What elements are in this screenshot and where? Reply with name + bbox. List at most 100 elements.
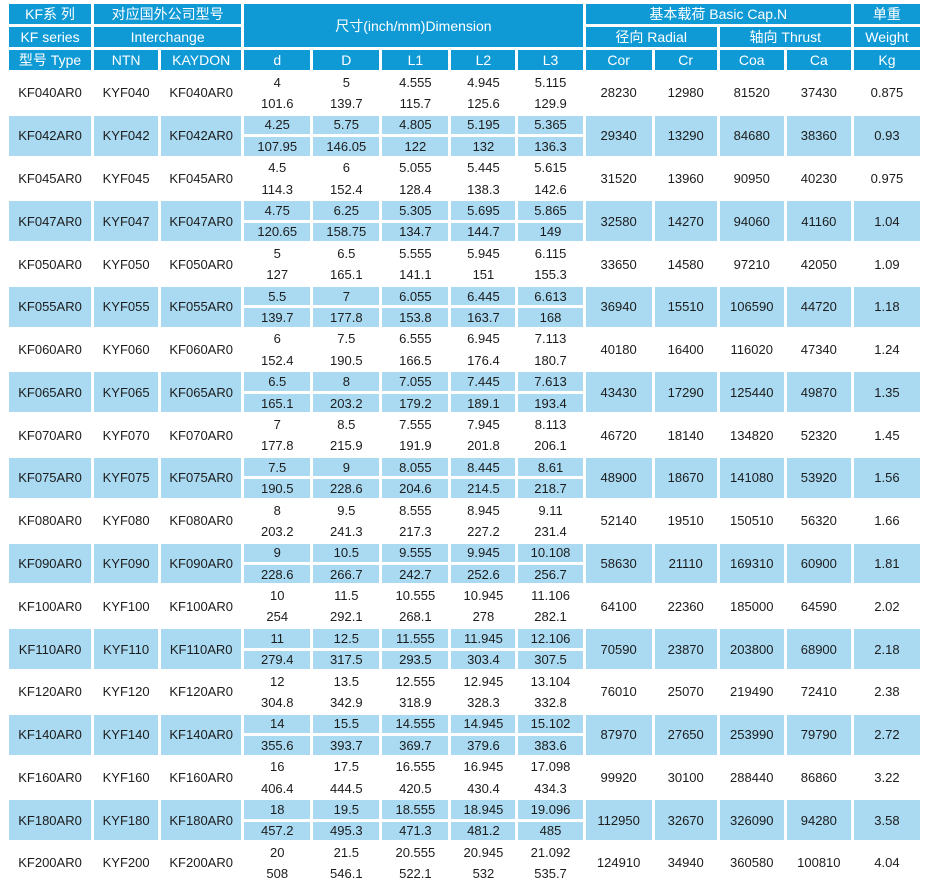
cell-L2-mm: 278 bbox=[472, 609, 495, 625]
cell-L1-mm: 134.7 bbox=[382, 222, 449, 242]
cell-coa: 288440 bbox=[730, 769, 774, 785]
spec-row-mm: 139.7 177.8 153.8 163.7 168 bbox=[9, 308, 920, 327]
cell-d-mm: 177.8 bbox=[260, 438, 294, 454]
cell-L1-mm: 204.6 bbox=[382, 479, 449, 498]
cell-ca: 56320 bbox=[800, 513, 837, 529]
cell-ntn: KYF090 bbox=[94, 543, 159, 584]
cell-kg: 1.24 bbox=[874, 342, 900, 358]
cell-cor: 32580 bbox=[585, 201, 652, 242]
cell-type: KF140AR0 bbox=[9, 714, 92, 755]
cell-L2-mm: 144.7 bbox=[451, 222, 516, 242]
cell-ca: 64590 bbox=[800, 598, 837, 614]
cell-ntn: KYF065 bbox=[94, 372, 159, 413]
cell-d-mm: 120.65 bbox=[244, 222, 311, 242]
cell-L2-mm: 303.4 bbox=[451, 650, 516, 669]
spec-row-inch: KF075AR0 KYF075 KF075AR0 7.5 9 8.055 8.445 8.61… bbox=[9, 458, 920, 498]
cell-D-mm: 190.5 bbox=[330, 352, 363, 368]
cell-type: KF110AR0 bbox=[9, 629, 92, 669]
cell-d-mm: 355.6 bbox=[244, 736, 311, 755]
cell-d-mm: 304.8 bbox=[260, 695, 294, 711]
cell-L3-inch: 12.106 bbox=[518, 629, 583, 648]
cell-type: KF040AR0 bbox=[18, 85, 82, 101]
cell-L1-mm: 166.5 bbox=[399, 352, 432, 368]
cell-ntn: KYF047 bbox=[94, 201, 159, 242]
cell-L3-mm: 535.7 bbox=[534, 866, 567, 882]
cell-coa: 169310 bbox=[719, 543, 784, 584]
cell-d-inch: 8 bbox=[273, 502, 281, 518]
spec-row-mm: 406.4 444.5 420.5 430.4 434.3 bbox=[9, 779, 920, 797]
cell-ca: 52320 bbox=[800, 427, 837, 443]
cell-L3-inch: 19.096 bbox=[518, 800, 583, 819]
cell-ca: 68900 bbox=[786, 629, 851, 669]
cell-L2-inch: 8.445 bbox=[451, 458, 516, 477]
cell-cr: 19510 bbox=[667, 513, 704, 529]
header-radial: 径向 Radial bbox=[585, 27, 717, 47]
header-interchange-cn: 对应国外公司型号 bbox=[94, 4, 242, 24]
cell-cor: 36940 bbox=[585, 286, 652, 327]
cell-cr: 13960 bbox=[667, 170, 704, 186]
cell-ntn: KYF160 bbox=[102, 769, 150, 785]
cell-cor: 87970 bbox=[585, 714, 652, 755]
cell-D-inch: 9 bbox=[313, 458, 380, 477]
cell-L1-inch: 7.555 bbox=[399, 416, 432, 432]
cell-L2-mm: 430.4 bbox=[467, 780, 500, 796]
cell-ntn: KYF070 bbox=[102, 427, 150, 443]
cell-d-mm: 190.5 bbox=[244, 479, 311, 498]
cell-cr: 22360 bbox=[667, 598, 704, 614]
cell-type: KF080AR0 bbox=[18, 513, 82, 529]
cell-L2-mm: 214.5 bbox=[451, 479, 516, 498]
cell-d-mm: 101.6 bbox=[260, 96, 294, 112]
spec-row-inch: KF080AR0 KYF080 KF080AR0 8 9.5 8.555 8.945 9.11… bbox=[9, 501, 920, 529]
header-thrust: 轴向 Thrust bbox=[719, 27, 851, 47]
header-weight-en: Weight bbox=[853, 27, 920, 47]
cell-L1-mm: 115.7 bbox=[399, 96, 432, 112]
cell-ntn: KYF080 bbox=[102, 513, 150, 529]
cell-ntn: KYF180 bbox=[94, 800, 159, 841]
cell-L2-mm: 379.6 bbox=[451, 736, 516, 755]
cell-L3-inch: 5.615 bbox=[534, 160, 567, 176]
cell-cr: 12980 bbox=[667, 85, 704, 101]
cell-d-mm: 139.7 bbox=[244, 308, 311, 327]
cell-ntn: KYF050 bbox=[102, 256, 150, 272]
cell-L3-inch: 7.113 bbox=[534, 331, 567, 347]
cell-L3-mm: 218.7 bbox=[518, 479, 583, 498]
cell-type: KF160AR0 bbox=[18, 769, 82, 785]
cell-cr: 13290 bbox=[654, 115, 717, 156]
cell-cr: 14580 bbox=[667, 256, 704, 272]
cell-L1-mm: 268.1 bbox=[399, 609, 432, 625]
cell-cor: 46720 bbox=[600, 427, 637, 443]
cell-d-mm: 114.3 bbox=[261, 181, 294, 197]
cell-kg: 0.875 bbox=[870, 85, 904, 101]
cell-L2-inch: 5.195 bbox=[451, 115, 516, 135]
cell-D-mm: 266.7 bbox=[313, 564, 380, 584]
cell-kaydon: KF065AR0 bbox=[161, 372, 242, 413]
cell-kg: 1.66 bbox=[874, 513, 900, 529]
cell-L3-mm: 149 bbox=[518, 222, 583, 242]
cell-kg: 1.35 bbox=[853, 372, 920, 413]
cell-L1-inch: 4.555 bbox=[399, 74, 432, 90]
cell-ca: 38360 bbox=[786, 115, 851, 156]
cell-L3-inch: 21.092 bbox=[530, 844, 571, 860]
header-col-type: 型号 Type bbox=[9, 50, 92, 70]
cell-D-inch: 12.5 bbox=[313, 629, 380, 648]
cell-d-inch: 11 bbox=[244, 629, 311, 648]
cell-L2-mm: 227.2 bbox=[467, 523, 500, 539]
cell-kg: 2.72 bbox=[853, 714, 920, 755]
cell-D-mm: 146.05 bbox=[313, 137, 380, 156]
cell-kg: 1.56 bbox=[853, 458, 920, 498]
cell-ntn: KYF110 bbox=[94, 629, 159, 669]
cell-type: KF180AR0 bbox=[9, 800, 92, 841]
cell-cor: 43430 bbox=[585, 372, 652, 413]
cell-ca: 100810 bbox=[797, 855, 841, 871]
cell-d-inch: 12 bbox=[270, 673, 285, 689]
cell-L1-inch: 12.555 bbox=[395, 673, 436, 689]
cell-L1-inch: 14.555 bbox=[382, 714, 449, 734]
cell-D-inch: 21.5 bbox=[333, 844, 359, 860]
cell-cor: 70590 bbox=[585, 629, 652, 669]
header-basic-cap: 基本载荷 Basic Cap.N bbox=[585, 4, 851, 24]
cell-coa: 134820 bbox=[730, 427, 774, 443]
header-dimension: 尺寸(inch/mm)Dimension bbox=[244, 4, 583, 47]
cell-d-inch: 18 bbox=[244, 800, 311, 819]
header-row-1: KF系 列 对应国外公司型号 尺寸(inch/mm)Dimension 基本载荷… bbox=[9, 4, 920, 47]
cell-kg: 0.93 bbox=[853, 115, 920, 156]
